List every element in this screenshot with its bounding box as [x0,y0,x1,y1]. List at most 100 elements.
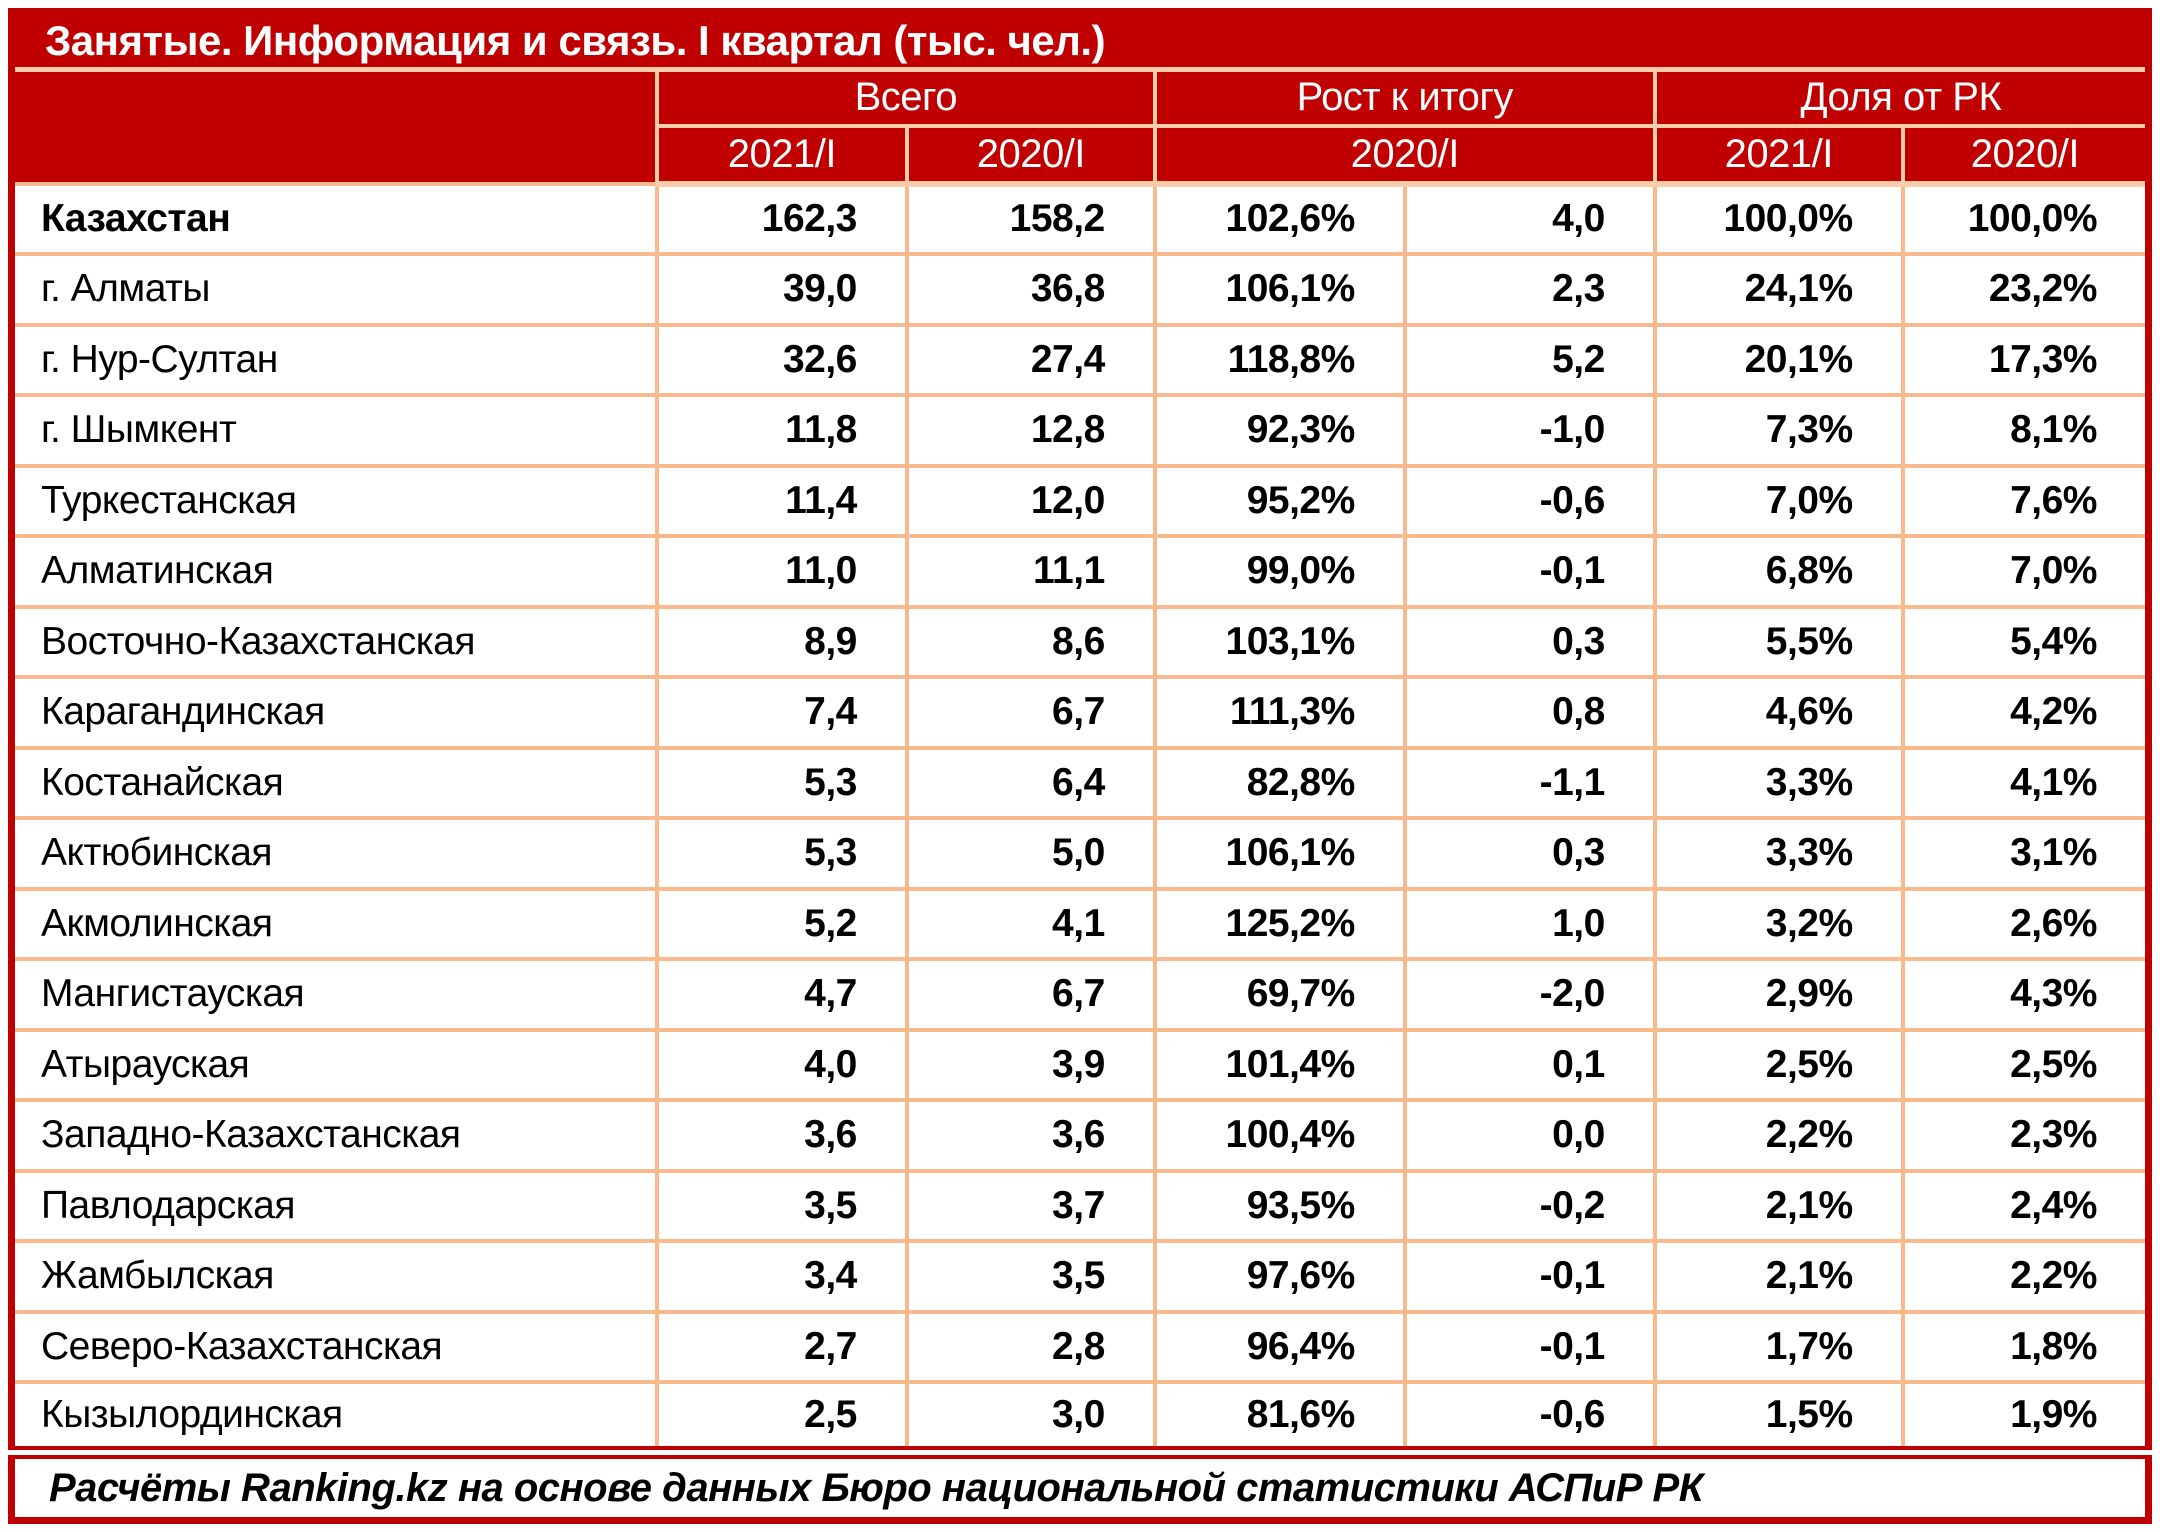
share-2021-value: 1,5% [1652,1380,1903,1453]
total-2021-value: 4,7 [654,957,907,1030]
share-2020-value: 4,1% [1900,745,2149,818]
total-2020-value: 12,8 [904,393,1155,466]
share-2020-value: 7,6% [1900,463,2149,536]
share-2020-value: 17,3% [1900,322,2149,395]
share-2021-value: 20,1% [1652,322,1903,395]
growth-pct-value: 81,6% [1152,1380,1405,1453]
growth-pct-value: 111,3% [1152,675,1405,748]
region-name: Атырауская [11,1027,657,1100]
total-2020-value: 3,6 [904,1098,1155,1171]
share-2020-value: 2,3% [1900,1098,2149,1171]
growth-abs-value: 2,3 [1402,252,1655,325]
growth-abs-value: -0,6 [1402,1380,1655,1453]
region-name: г. Нур-Султан [11,322,657,395]
total-2021-value: 5,3 [654,745,907,818]
table-row: Кызылординская 2,5 3,0 81,6% -0,6 1,5% 1… [11,1380,2149,1453]
region-name: Павлодарская [11,1168,657,1241]
share-2021-value: 2,9% [1652,957,1903,1030]
growth-abs-value: 4,0 [1402,181,1655,254]
share-2021-value: 100,0% [1652,181,1903,254]
share-2020-value: 1,8% [1900,1309,2149,1382]
growth-pct-value: 96,4% [1152,1309,1405,1382]
region-name: Кызылординская [11,1380,657,1453]
col-group-growth: Рост к итогу [1152,69,1655,128]
table-row: Казахстан 162,3 158,2 102,6% 4,0 100,0% … [11,181,2149,254]
table-row: Карагандинская 7,4 6,7 111,3% 0,8 4,6% 4… [11,675,2149,748]
title-row: Занятые. Информация и связь. I квартал (… [11,11,2149,72]
table-row: Атырауская 4,0 3,9 101,4% 0,1 2,5% 2,5% [11,1027,2149,1100]
total-2021-value: 11,4 [654,463,907,536]
growth-abs-value: -0,1 [1402,1239,1655,1312]
table-row: Мангистауская 4,7 6,7 69,7% -2,0 2,9% 4,… [11,957,2149,1030]
total-2020-value: 4,1 [904,886,1155,959]
total-2020-value: 3,0 [904,1380,1155,1453]
total-2020-value: 36,8 [904,252,1155,325]
growth-abs-value: -0,2 [1402,1168,1655,1241]
region-name: Актюбинская [11,816,657,889]
share-2021-value: 7,0% [1652,463,1903,536]
total-2020-value: 3,7 [904,1168,1155,1241]
region-name: Алматинская [11,534,657,607]
table-row: Западно-Казахстанская 3,6 3,6 100,4% 0,0… [11,1098,2149,1171]
table-row: Акмолинская 5,2 4,1 125,2% 1,0 3,2% 2,6% [11,886,2149,959]
share-2020-value: 2,5% [1900,1027,2149,1100]
region-name: г. Шымкент [11,393,657,466]
growth-pct-value: 82,8% [1152,745,1405,818]
corner-cell [11,69,659,184]
growth-abs-value: -0,1 [1402,534,1655,607]
share-2020-value: 2,6% [1900,886,2149,959]
subheader-total-2020: 2020/I [904,125,1155,187]
share-2021-value: 3,2% [1652,886,1903,959]
share-2020-value: 4,2% [1900,675,2149,748]
total-2021-value: 162,3 [654,181,907,254]
region-name: Костанайская [11,745,657,818]
growth-pct-value: 125,2% [1152,886,1405,959]
table-row: Северо-Казахстанская 2,7 2,8 96,4% -0,1 … [11,1309,2149,1382]
col-group-share: Доля от РК [1652,69,2149,128]
sub-header-row: 2021/I 2020/I 2020/I 2021/I 2020/I [12,125,2149,187]
total-2021-value: 2,7 [654,1309,907,1382]
growth-pct-value: 95,2% [1152,463,1405,536]
total-2020-value: 6,7 [904,675,1155,748]
total-2021-value: 7,4 [654,675,907,748]
growth-pct-value: 100,4% [1152,1098,1405,1171]
table-row: Костанайская 5,3 6,4 82,8% -1,1 3,3% 4,1… [11,745,2149,818]
growth-pct-value: 118,8% [1152,322,1405,395]
subheader-share-2021: 2021/I [1652,125,1903,187]
subheader-growth-2020: 2020/I [1152,125,1655,187]
share-2020-value: 2,4% [1900,1168,2149,1241]
share-2020-value: 8,1% [1900,393,2149,466]
region-name: Западно-Казахстанская [11,1098,657,1171]
share-2021-value: 6,8% [1652,534,1903,607]
source-note: Расчёты Ranking.kz на основе данных Бюро… [11,1446,2149,1521]
total-2021-value: 11,0 [654,534,907,607]
region-name: Туркестанская [11,463,657,536]
share-2021-value: 5,5% [1652,604,1903,677]
share-2020-value: 7,0% [1900,534,2149,607]
growth-abs-value: 0,0 [1402,1098,1655,1171]
share-2020-value: 3,1% [1900,816,2149,889]
total-2020-value: 11,1 [904,534,1155,607]
growth-pct-value: 101,4% [1152,1027,1405,1100]
table-row: Жамбылская 3,4 3,5 97,6% -0,1 2,1% 2,2% [11,1239,2149,1312]
share-2021-value: 3,3% [1652,816,1903,889]
footer-row: Расчёты Ranking.kz на основе данных Бюро… [11,1446,2149,1521]
total-2020-value: 158,2 [904,181,1155,254]
table-title: Занятые. Информация и связь. I квартал (… [11,11,2149,72]
growth-pct-value: 99,0% [1152,534,1405,607]
share-2021-value: 24,1% [1652,252,1903,325]
total-2020-value: 12,0 [904,463,1155,536]
total-2021-value: 5,2 [654,886,907,959]
share-2020-value: 23,2% [1900,252,2149,325]
share-2020-value: 4,3% [1900,957,2149,1030]
growth-abs-value: -1,0 [1402,393,1655,466]
share-2021-value: 1,7% [1652,1309,1903,1382]
total-2021-value: 3,5 [654,1168,907,1241]
table-row: Павлодарская 3,5 3,7 93,5% -0,2 2,1% 2,4… [11,1168,2149,1241]
region-name: Карагандинская [11,675,657,748]
total-2020-value: 5,0 [904,816,1155,889]
share-2020-value: 100,0% [1900,181,2149,254]
share-2020-value: 1,9% [1900,1380,2149,1453]
total-2021-value: 32,6 [654,322,907,395]
growth-pct-value: 106,1% [1152,816,1405,889]
